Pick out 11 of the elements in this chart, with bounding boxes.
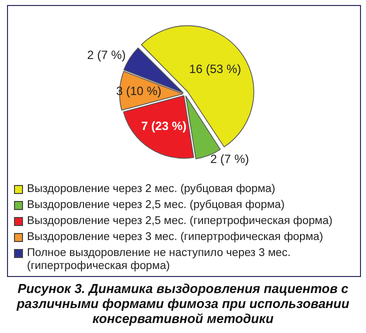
data-label: 3 (10 %): [116, 84, 162, 98]
text: Рисунок 3. Динамика выздоровления пациентов с различными формами фимоза при использовании консервативной методики: [16, 281, 350, 326]
legend-label: Выздоровление через 3 мес. (гипертрофическая форма): [27, 231, 324, 244]
data-label: 7 (23 %): [141, 118, 187, 133]
data-label: 16 (53 %): [189, 62, 242, 76]
data-label: 2 (7 %): [210, 152, 249, 166]
legend-label: Выздоровление через 2,5 мес. (рубцовая форма): [27, 199, 285, 212]
legend-label: Выздоровление через 2,5 мес. (гипертрофическая форма): [27, 215, 332, 228]
data-label: 2 (7 %): [87, 48, 126, 62]
legend-label: Выздоровление через 2 мес. (рубцовая форма): [27, 183, 276, 196]
legend-label: Полное выздоровление не наступило через 3 мес. (гипертрофическая форма): [27, 247, 292, 273]
